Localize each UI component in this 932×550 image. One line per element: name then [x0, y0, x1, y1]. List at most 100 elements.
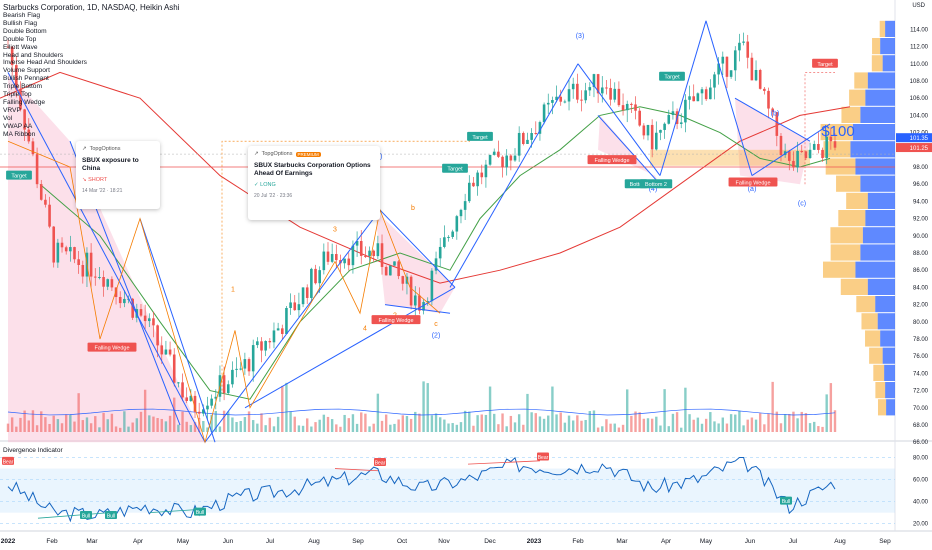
legend-item[interactable]: Triple Top	[3, 91, 32, 99]
volume-bar	[293, 416, 296, 432]
candle-body	[206, 405, 209, 410]
volume-bar	[426, 383, 429, 432]
candle-body	[771, 108, 774, 113]
pattern-trendline	[204, 209, 381, 443]
volume-bar	[376, 393, 380, 432]
volume-bar	[247, 411, 251, 432]
legend-item[interactable]: MA Ribbon	[3, 130, 36, 138]
volume-profile-bar	[860, 244, 895, 261]
volume-bar	[123, 411, 126, 432]
time-tick-label: Jul	[789, 538, 798, 545]
volume-bar	[384, 414, 388, 432]
volume-bar	[439, 417, 442, 432]
volume-profile-bar	[825, 158, 856, 175]
candle-body	[139, 309, 143, 316]
candle-body	[189, 395, 193, 401]
volume-bar	[389, 424, 392, 432]
price-tick-label: 88.00	[913, 251, 929, 257]
volume-bar	[268, 417, 272, 432]
candle-body	[123, 298, 126, 304]
legend-item[interactable]: Elliott Wave	[3, 43, 38, 51]
legend-item[interactable]: VWAP AA	[3, 122, 33, 130]
candle-body	[804, 151, 808, 158]
candle-body	[314, 268, 317, 284]
volume-bar	[771, 381, 774, 432]
volume-bar	[23, 410, 26, 432]
check-icon: ✓	[254, 182, 261, 188]
idea-card-long[interactable]: ↗ TopgOptions PREMIUM SBUX Starbucks Corpo…	[248, 146, 380, 220]
volume-profile-bar	[869, 347, 883, 364]
volume-profile-bar	[841, 106, 861, 123]
divergence-tag	[780, 496, 792, 505]
volume-bar	[197, 418, 201, 432]
divergence-tag	[80, 510, 92, 519]
candle-body	[197, 411, 201, 414]
legend-item[interactable]: Vol	[3, 114, 13, 122]
candle-body	[717, 63, 720, 75]
volume-profile-bar	[877, 399, 887, 416]
volume-bar	[796, 418, 799, 432]
legend-item[interactable]: Head and Shoulders	[3, 51, 64, 59]
candle-body	[621, 105, 625, 111]
candle-body	[380, 243, 384, 267]
volume-bar	[297, 425, 301, 432]
volume-bar	[339, 426, 342, 432]
legend-item[interactable]: Bullish Pennant	[3, 75, 49, 83]
target-label-box	[6, 170, 32, 180]
time-tick-label: Oct	[397, 538, 407, 545]
volume-bar	[94, 416, 97, 432]
divergence-tag-text: Bear	[538, 455, 549, 461]
divergence-tag	[537, 452, 549, 461]
volume-bar	[605, 419, 608, 432]
legend-item[interactable]: Double Bottom	[3, 27, 47, 35]
candle-body	[684, 99, 687, 123]
legend-item[interactable]: Bearish Flag	[3, 12, 41, 19]
legend-item[interactable]: Triple Bottom	[3, 83, 42, 91]
idea-card-short[interactable]: ↗ TopgOptions SBUX exposure to China ↘ SH…	[76, 141, 160, 209]
candle-body	[663, 123, 666, 130]
volume-bar	[821, 426, 824, 432]
candle-body	[542, 104, 546, 123]
candle-body	[787, 151, 791, 161]
wedge-zone	[375, 210, 455, 314]
idea-date: 20 Jul '22 · 23:36	[254, 193, 293, 199]
candle-body	[692, 96, 696, 102]
target-label-text: Target	[664, 75, 680, 81]
candle-body	[401, 276, 405, 284]
volume-bar	[81, 420, 85, 432]
volume-bar	[301, 425, 305, 432]
candle-body	[243, 359, 247, 369]
legend-item[interactable]: VRVP	[3, 106, 21, 114]
candle-body	[646, 124, 650, 136]
volume-bar	[717, 423, 720, 432]
volume-bar	[505, 426, 508, 432]
volume-bar	[31, 410, 35, 432]
candle-body	[156, 325, 159, 346]
volume-bar	[393, 423, 396, 432]
volume-profile-bar	[836, 175, 861, 192]
legend-item[interactable]: Bullish Flag	[3, 19, 38, 27]
candle-body	[48, 204, 51, 227]
price-tick-label: 82.00	[913, 303, 929, 309]
candle-body	[364, 255, 367, 257]
volume-bar	[642, 418, 646, 432]
candle-body	[792, 160, 795, 168]
volume-bar	[52, 415, 55, 432]
legend-item[interactable]: Double Top	[3, 35, 37, 43]
legend-item[interactable]: Falling Wedge	[3, 98, 46, 106]
time-tick-label: May	[700, 538, 713, 545]
volume-bar	[102, 412, 105, 432]
legend-item[interactable]: Volume Support	[3, 67, 50, 75]
candle-body	[251, 345, 255, 372]
pattern-trendline	[659, 20, 707, 176]
bull-divergence-line	[149, 508, 201, 514]
falling-wedge-label-text: Falling Wedge	[594, 158, 629, 164]
legend-item[interactable]: Inverse Head And Shoulders	[3, 59, 87, 67]
volume-bar	[131, 422, 134, 432]
volume-profile-bar	[871, 55, 883, 72]
volume-bar	[621, 424, 625, 432]
candle-body	[214, 396, 218, 399]
falling-wedge-label-text: Falling Wedge	[94, 346, 129, 352]
